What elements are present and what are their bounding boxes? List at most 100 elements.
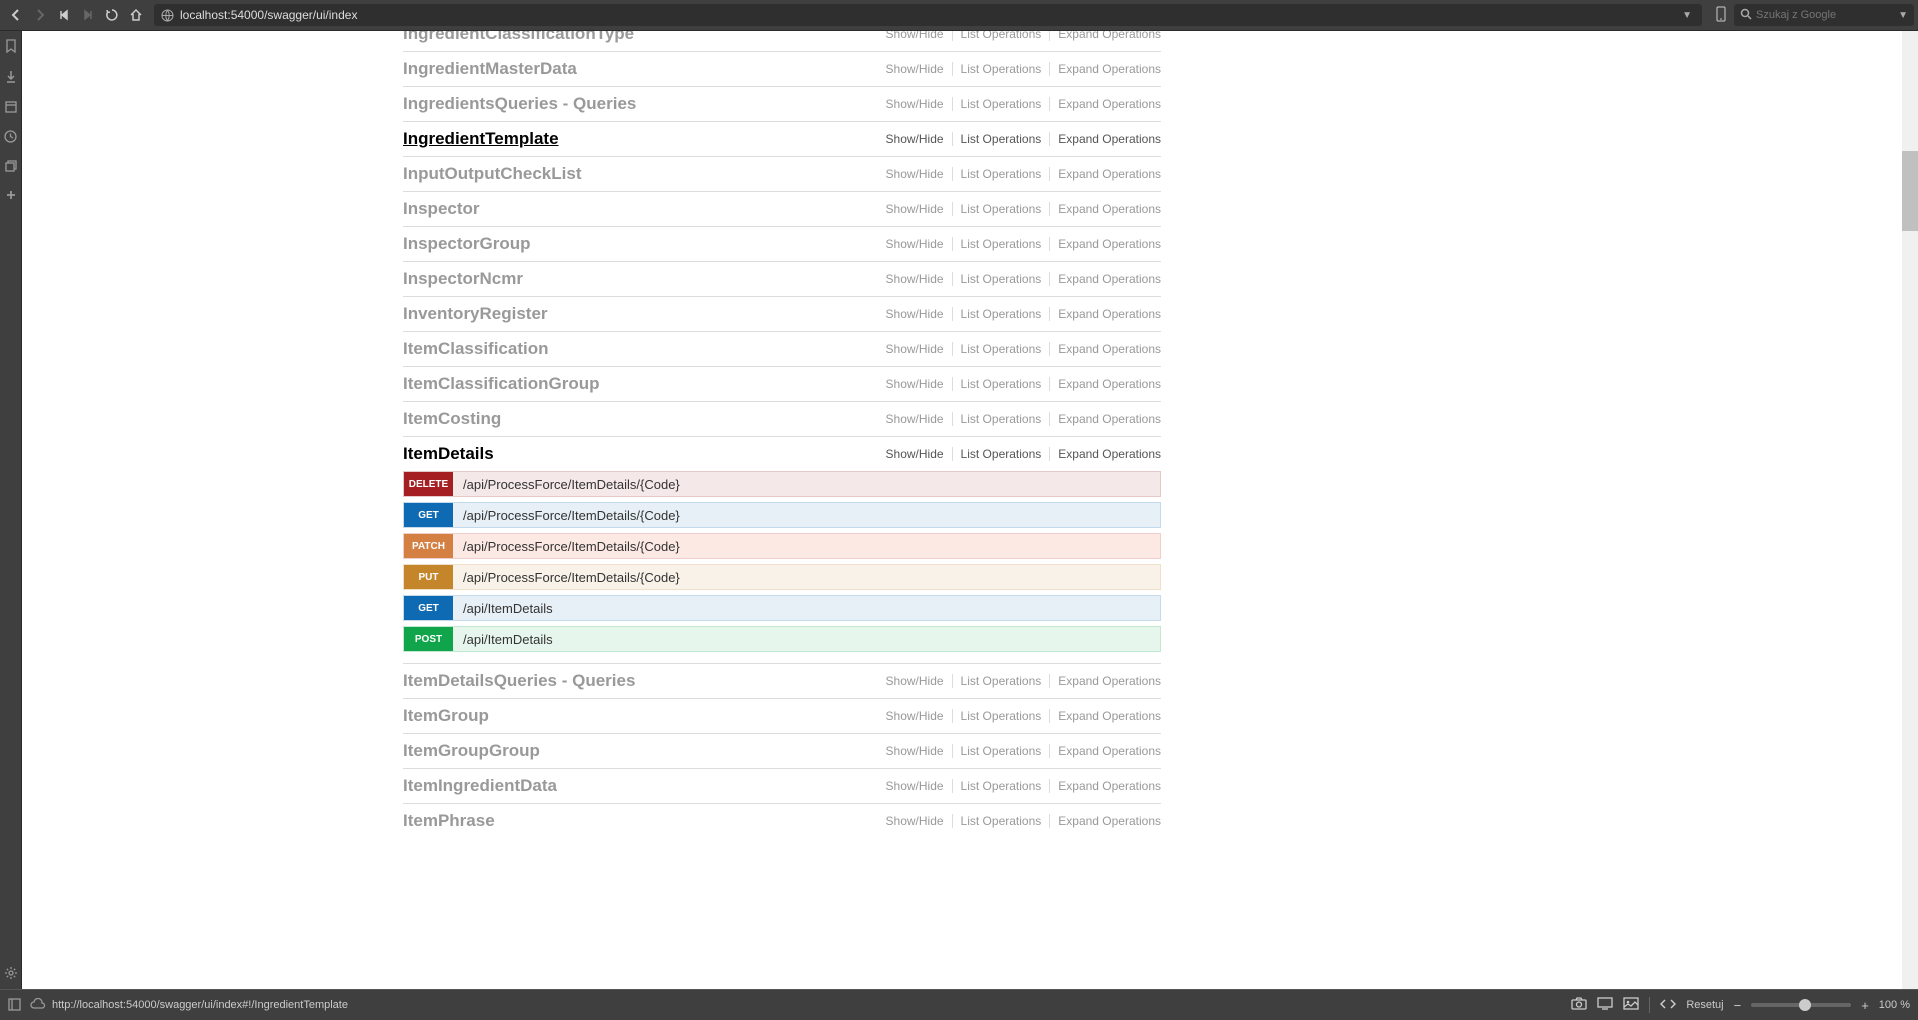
zoom-slider[interactable] — [1751, 1003, 1851, 1007]
operation-row[interactable]: GET/api/ItemDetails — [403, 595, 1161, 621]
op-link-show_hide[interactable]: Show/Hide — [878, 779, 953, 793]
operation-path[interactable]: /api/ProcessForce/ItemDetails/{Code} — [463, 508, 680, 523]
history-icon[interactable] — [4, 130, 17, 146]
url-bar[interactable]: localhost:54000/swagger/ui/index ▼ — [154, 4, 1702, 26]
op-link-expand[interactable]: Expand Operations — [1050, 62, 1161, 76]
search-bar[interactable]: ▼ — [1734, 4, 1914, 26]
resource-name[interactable]: ItemClassificationGroup — [403, 374, 599, 394]
op-link-show_hide[interactable]: Show/Hide — [878, 132, 953, 146]
download-icon[interactable] — [5, 70, 17, 87]
op-link-list[interactable]: List Operations — [953, 272, 1051, 286]
forward-button[interactable] — [28, 3, 52, 27]
tabs-icon[interactable] — [5, 160, 17, 175]
resource-name[interactable]: ItemDetailsQueries - Queries — [403, 671, 635, 691]
image-icon[interactable] — [1623, 997, 1639, 1013]
rewind-button[interactable] — [52, 3, 76, 27]
zoom-knob[interactable] — [1799, 999, 1811, 1011]
op-link-list[interactable]: List Operations — [953, 62, 1051, 76]
op-link-show_hide[interactable]: Show/Hide — [878, 62, 953, 76]
op-link-expand[interactable]: Expand Operations — [1050, 237, 1161, 251]
op-link-expand[interactable]: Expand Operations — [1050, 447, 1161, 461]
operation-row[interactable]: PUT/api/ProcessForce/ItemDetails/{Code} — [403, 564, 1161, 590]
op-link-list[interactable]: List Operations — [953, 814, 1051, 828]
op-link-expand[interactable]: Expand Operations — [1050, 377, 1161, 391]
op-link-list[interactable]: List Operations — [953, 202, 1051, 216]
op-link-show_hide[interactable]: Show/Hide — [878, 307, 953, 321]
operation-row[interactable]: PATCH/api/ProcessForce/ItemDetails/{Code… — [403, 533, 1161, 559]
back-button[interactable] — [4, 3, 28, 27]
op-link-show_hide[interactable]: Show/Hide — [878, 237, 953, 251]
resource-name[interactable]: ItemGroupGroup — [403, 741, 540, 761]
op-link-show_hide[interactable]: Show/Hide — [878, 272, 953, 286]
operation-path[interactable]: /api/ProcessForce/ItemDetails/{Code} — [463, 539, 680, 554]
op-link-list[interactable]: List Operations — [953, 744, 1051, 758]
op-link-list[interactable]: List Operations — [953, 97, 1051, 111]
op-link-show_hide[interactable]: Show/Hide — [878, 377, 953, 391]
resource-name[interactable]: InspectorGroup — [403, 234, 531, 254]
op-link-show_hide[interactable]: Show/Hide — [878, 31, 953, 41]
op-link-expand[interactable]: Expand Operations — [1050, 412, 1161, 426]
op-link-list[interactable]: List Operations — [953, 167, 1051, 181]
panel-icon[interactable] — [5, 101, 17, 116]
op-link-show_hide[interactable]: Show/Hide — [878, 709, 953, 723]
op-link-list[interactable]: List Operations — [953, 132, 1051, 146]
resource-name[interactable]: IngredientMasterData — [403, 59, 577, 79]
zoom-in-icon[interactable]: + — [1861, 998, 1869, 1013]
op-link-expand[interactable]: Expand Operations — [1050, 779, 1161, 793]
op-link-expand[interactable]: Expand Operations — [1050, 97, 1161, 111]
op-link-expand[interactable]: Expand Operations — [1050, 31, 1161, 41]
op-link-expand[interactable]: Expand Operations — [1050, 132, 1161, 146]
op-link-list[interactable]: List Operations — [953, 31, 1051, 41]
resource-name[interactable]: ItemDetails — [403, 444, 494, 464]
op-link-expand[interactable]: Expand Operations — [1050, 342, 1161, 356]
scrollbar[interactable] — [1902, 31, 1918, 989]
op-link-show_hide[interactable]: Show/Hide — [878, 167, 953, 181]
operation-path[interactable]: /api/ProcessForce/ItemDetails/{Code} — [463, 477, 680, 492]
op-link-expand[interactable]: Expand Operations — [1050, 674, 1161, 688]
op-link-show_hide[interactable]: Show/Hide — [878, 744, 953, 758]
code-icon[interactable] — [1660, 998, 1676, 1013]
url-dropdown-icon[interactable]: ▼ — [1682, 10, 1692, 21]
zoom-out-icon[interactable]: − — [1734, 998, 1742, 1013]
scrollbar-thumb[interactable] — [1902, 151, 1918, 231]
home-button[interactable] — [124, 3, 148, 27]
resource-name[interactable]: InventoryRegister — [403, 304, 548, 324]
op-link-expand[interactable]: Expand Operations — [1050, 272, 1161, 286]
fastforward-button[interactable] — [76, 3, 100, 27]
resource-name[interactable]: ItemPhrase — [403, 811, 495, 831]
screen-icon[interactable] — [1597, 997, 1613, 1013]
search-input[interactable] — [1756, 9, 1898, 21]
op-link-show_hide[interactable]: Show/Hide — [878, 814, 953, 828]
op-link-show_hide[interactable]: Show/Hide — [878, 342, 953, 356]
resource-name[interactable]: IngredientsQueries - Queries — [403, 94, 636, 114]
operation-row[interactable]: POST/api/ItemDetails — [403, 626, 1161, 652]
resource-name[interactable]: InputOutputCheckList — [403, 164, 581, 184]
operation-path[interactable]: /api/ItemDetails — [463, 601, 553, 616]
add-panel-icon[interactable] — [5, 189, 17, 204]
op-link-show_hide[interactable]: Show/Hide — [878, 202, 953, 216]
op-link-list[interactable]: List Operations — [953, 237, 1051, 251]
op-link-list[interactable]: List Operations — [953, 779, 1051, 793]
resource-name[interactable]: ItemCosting — [403, 409, 501, 429]
mobile-icon[interactable] — [1716, 6, 1726, 25]
op-link-expand[interactable]: Expand Operations — [1050, 814, 1161, 828]
bookmark-icon[interactable] — [5, 39, 17, 56]
op-link-show_hide[interactable]: Show/Hide — [878, 412, 953, 426]
resource-name[interactable]: InspectorNcmr — [403, 269, 523, 289]
op-link-expand[interactable]: Expand Operations — [1050, 202, 1161, 216]
status-panel-icon[interactable] — [8, 998, 22, 1012]
resource-name[interactable]: IngredientClassificationType — [403, 31, 634, 44]
camera-icon[interactable] — [1571, 997, 1587, 1013]
op-link-list[interactable]: List Operations — [953, 307, 1051, 321]
resource-name[interactable]: IngredientTemplate — [403, 129, 559, 149]
operation-row[interactable]: GET/api/ProcessForce/ItemDetails/{Code} — [403, 502, 1161, 528]
resource-name[interactable]: ItemGroup — [403, 706, 489, 726]
op-link-list[interactable]: List Operations — [953, 709, 1051, 723]
status-cloud-icon[interactable] — [30, 998, 44, 1012]
operation-path[interactable]: /api/ItemDetails — [463, 632, 553, 647]
op-link-list[interactable]: List Operations — [953, 377, 1051, 391]
resource-name[interactable]: ItemIngredientData — [403, 776, 557, 796]
op-link-show_hide[interactable]: Show/Hide — [878, 447, 953, 461]
resource-name[interactable]: Inspector — [403, 199, 480, 219]
operation-path[interactable]: /api/ProcessForce/ItemDetails/{Code} — [463, 570, 680, 585]
